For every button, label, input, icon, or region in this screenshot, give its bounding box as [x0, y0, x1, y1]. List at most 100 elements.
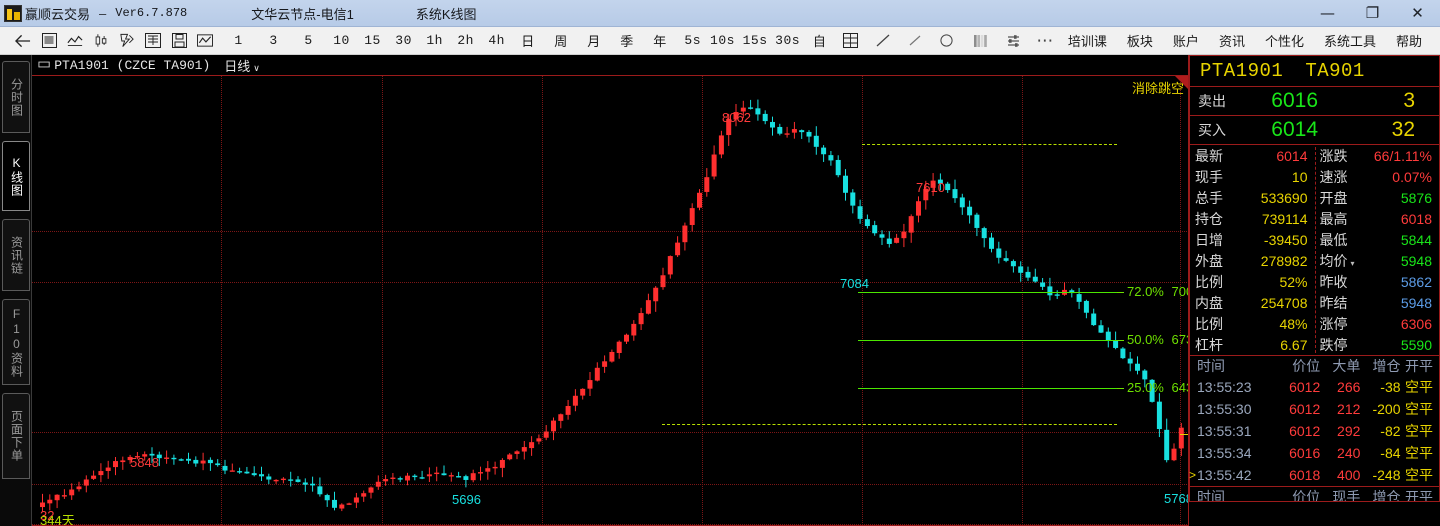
tab-period-30s[interactable]: 30s [775, 33, 801, 48]
grid-line-horizontal [32, 524, 1188, 525]
tab-period-custom[interactable]: 自 [812, 34, 826, 49]
tick-table-header: 时间 价位 大单 增仓 开平 [1190, 355, 1439, 376]
menu-training[interactable]: 培训课 [1067, 34, 1107, 49]
quote-stat-row: 涨跌 66/1.11% [1315, 145, 1440, 166]
quote-stat-label: 现手 [1195, 168, 1223, 185]
tick-table[interactable]: 时间 价位 大单 增仓 开平 13:55:23 6012 266 -38 空平 13:55… [1189, 355, 1440, 487]
bid-price: 6014 [1271, 118, 1318, 141]
tick-col-largeorder: 大单 [1332, 357, 1361, 374]
order-panel-icon[interactable] [140, 28, 166, 54]
menu-news[interactable]: 资讯 [1218, 34, 1245, 49]
tab-period-year[interactable]: 年 [653, 34, 667, 49]
menu-account[interactable]: 账户 [1172, 34, 1199, 49]
volume-bars-icon[interactable] [968, 28, 994, 54]
minimize-button[interactable]: — [1320, 4, 1335, 22]
grid-line-vertical [862, 76, 863, 525]
back-arrow-icon[interactable] [10, 28, 36, 54]
settings-sliders-icon[interactable] [1000, 28, 1026, 54]
quote-box: PTA1901 TA901 卖出 6016 3 买入 6014 32 最新 601… [1189, 55, 1440, 356]
more-options-icon[interactable]: ⋯ [1036, 30, 1054, 51]
candlestick-icon[interactable] [88, 28, 114, 54]
quote-stat-value: 5862 [1400, 273, 1432, 290]
ask-row[interactable]: 卖出 6016 3 [1190, 86, 1439, 115]
sidebar-item-f10-data[interactable]: F10资料 [2, 299, 30, 385]
drawn-dashed-level-upper[interactable] [862, 144, 1117, 145]
sidebar-item-page-order[interactable]: 页面下单 [2, 393, 30, 479]
fib-tick-72 [1117, 292, 1124, 293]
ray-tool-icon[interactable] [902, 28, 928, 54]
chart-panel[interactable]: ⊏⊐ PTA1901 (CZCE TA901) 日线 ∨ 消除跳空 [32, 55, 1189, 526]
tab-period-15s[interactable]: 15s [742, 33, 768, 48]
tab-period-2h[interactable]: 2h [457, 33, 474, 48]
circle-tool-icon[interactable] [934, 28, 960, 54]
server-node-label: 文华云节点-电信1 [251, 6, 354, 22]
tab-period-4h[interactable]: 4h [488, 33, 505, 48]
drawn-dashed-level-lower[interactable] [662, 424, 1117, 425]
link-chain-icon[interactable]: ⊏⊐ [38, 60, 50, 72]
quote-list-icon[interactable] [36, 28, 62, 54]
tab-period-30[interactable]: 30 [395, 33, 412, 48]
grid-line-vertical [1022, 76, 1023, 525]
tick-row[interactable]: >13:55:42 6018 400 -248 空平 [1189, 464, 1439, 486]
menu-sectors[interactable]: 板块 [1126, 34, 1153, 49]
quote-stat-row: 比例 48% [1190, 313, 1315, 334]
tick-table-secondary[interactable]: 时间 价位 现手 增仓 开平 [1189, 486, 1440, 502]
fib-line-25[interactable] [858, 388, 1117, 389]
gap-removal-note[interactable]: 消除跳空 [1131, 81, 1184, 96]
quote-stat-label: 最高 [1319, 210, 1348, 227]
menu-help[interactable]: 帮助 [1395, 34, 1422, 49]
indicator-chart-icon[interactable] [192, 28, 218, 54]
sidebar-item-intraday[interactable]: 分时图 [2, 61, 30, 133]
tab-period-quarter[interactable]: 季 [620, 34, 634, 49]
quote-symbol-code: PTA1901 [1200, 60, 1284, 82]
price-label-low-7084: 7084 [840, 276, 869, 291]
menu-personalize[interactable]: 个性化 [1264, 34, 1304, 49]
menu-system-tools[interactable]: 系统工具 [1323, 34, 1376, 49]
chart-plot-area[interactable]: 72.0% 7001 50.0% 6736 25.0% 6435 8062 76… [32, 76, 1188, 525]
restore-button[interactable]: ❐ [1365, 4, 1380, 22]
tab-period-5s[interactable]: 5s [684, 33, 702, 48]
sidebar-item-kline[interactable]: K线图 [2, 141, 30, 211]
tab-period-month[interactable]: 月 [587, 34, 601, 49]
line-chart-icon[interactable] [62, 28, 88, 54]
sidebar-item-newsfeed[interactable]: 资讯链 [2, 219, 30, 291]
cursor-price-tick [1180, 434, 1188, 435]
quote-stat-value: 6014 [1276, 147, 1308, 164]
tick-cell-vol: 266 [1337, 379, 1361, 395]
ask-qty: 3 [1403, 89, 1415, 112]
tick-row[interactable]: 13:55:30 6012 212 -200 空平 [1190, 398, 1439, 420]
tick-table-body: 13:55:23 6012 266 -38 空平 13:55:30 6012 212 -200 空… [1189, 376, 1439, 486]
quote-stat-row: 昨结 5948 [1315, 292, 1440, 313]
tab-period-10[interactable]: 10 [333, 33, 350, 48]
tick-col-openclose: 开平 [1405, 357, 1433, 374]
grid-line-vertical [702, 76, 703, 525]
tick-cell-price: 6016 [1289, 445, 1321, 461]
sidebar-item-label: 页面下单 [9, 410, 24, 462]
trendline-tool-icon[interactable] [870, 28, 896, 54]
quote-stat-value: 5876 [1400, 189, 1432, 206]
fib-line-72[interactable] [858, 292, 1117, 293]
tab-period-1h[interactable]: 1h [426, 33, 443, 48]
tab-period-week[interactable]: 周 [554, 34, 568, 49]
bid-row[interactable]: 买入 6014 32 [1190, 115, 1439, 144]
tick-row[interactable]: 13:55:34 6016 240 -84 空平 [1190, 442, 1439, 464]
chevron-down-icon[interactable]: ▾ [1350, 258, 1355, 268]
quote-stat-label: 速涨 [1319, 168, 1348, 185]
tab-period-15[interactable]: 15 [364, 33, 381, 48]
tab-period-3[interactable]: 3 [269, 33, 278, 48]
lightning-order-icon[interactable] [114, 28, 140, 54]
quote-symbol-header[interactable]: PTA1901 TA901 [1190, 56, 1439, 86]
chart-period-selector[interactable]: 日线 ∨ [224, 56, 260, 75]
fib-line-50[interactable] [858, 340, 1117, 341]
close-button[interactable]: ✕ [1411, 4, 1424, 22]
tab-period-5[interactable]: 5 [304, 33, 313, 48]
multi-pane-layout-icon[interactable] [838, 28, 864, 54]
tick2-col-openclose: 开平 [1405, 488, 1433, 502]
quote-stat-value: 5948 [1400, 252, 1432, 269]
tab-period-1[interactable]: 1 [234, 33, 243, 48]
save-layout-icon[interactable] [166, 28, 192, 54]
tick-row[interactable]: 13:55:23 6012 266 -38 空平 [1190, 376, 1439, 398]
tab-period-day[interactable]: 日 [521, 34, 535, 49]
tab-period-10s[interactable]: 10s [710, 33, 735, 48]
tick-row[interactable]: 13:55:31 6012 292 -82 空平 [1190, 420, 1439, 442]
